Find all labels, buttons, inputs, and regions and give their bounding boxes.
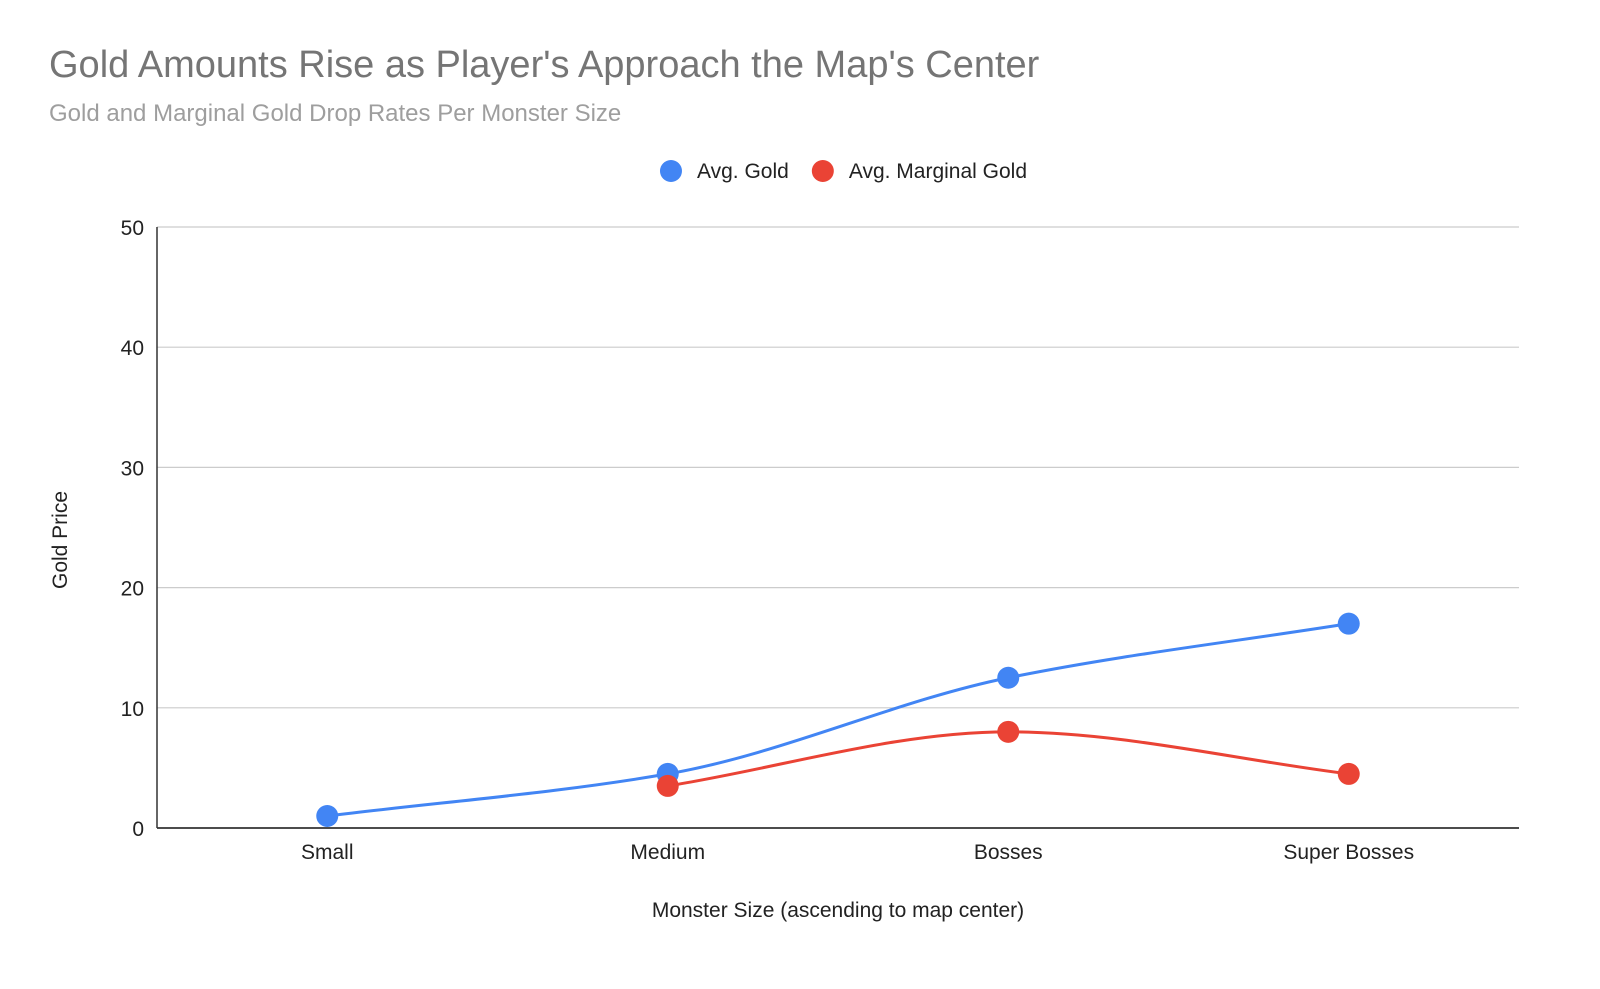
y-tick-label: 20 bbox=[121, 578, 144, 601]
data-point bbox=[656, 774, 679, 797]
x-tick-label: Bosses bbox=[974, 841, 1043, 864]
y-tick-label: 40 bbox=[121, 337, 144, 360]
gridlines bbox=[157, 226, 1519, 709]
legend-item: Avg. Marginal Gold bbox=[811, 160, 1027, 183]
legend-label: Avg. Marginal Gold bbox=[849, 160, 1027, 183]
legend-marker bbox=[811, 160, 834, 182]
x-tick-label: Super Bosses bbox=[1283, 841, 1414, 864]
y-tick-label: 10 bbox=[121, 698, 144, 721]
y-tick-label: 30 bbox=[121, 457, 144, 480]
x-tick-label: Medium bbox=[630, 841, 705, 864]
series-points bbox=[316, 612, 1360, 827]
data-point bbox=[997, 666, 1020, 689]
legend: Avg. Gold Avg. Marginal Gold bbox=[659, 160, 1027, 183]
y-tick-label: 50 bbox=[121, 217, 144, 240]
legend-label: Avg. Gold bbox=[697, 160, 789, 183]
x-axis: Small Medium Bosses Super Bosses bbox=[157, 827, 1519, 864]
y-axis-label: Gold Price bbox=[49, 491, 72, 589]
x-tick-label: Small bbox=[301, 841, 354, 864]
legend-item: Avg. Gold bbox=[659, 160, 789, 183]
chart-subtitle: Gold and Marginal Gold Drop Rates Per Mo… bbox=[49, 100, 622, 127]
series-lines bbox=[327, 622, 1349, 818]
data-point bbox=[316, 804, 339, 827]
data-point bbox=[1337, 762, 1360, 785]
y-tick-label: 0 bbox=[132, 818, 144, 841]
chart-title: Gold Amounts Rise as Player's Approach t… bbox=[49, 44, 1040, 86]
legend-marker bbox=[659, 160, 682, 182]
data-point bbox=[1337, 612, 1360, 635]
y-axis: 0 10 20 30 40 50 bbox=[121, 217, 158, 841]
x-axis-label: Monster Size (ascending to map center) bbox=[652, 899, 1024, 922]
series-line bbox=[327, 622, 1349, 818]
data-point bbox=[997, 720, 1020, 743]
